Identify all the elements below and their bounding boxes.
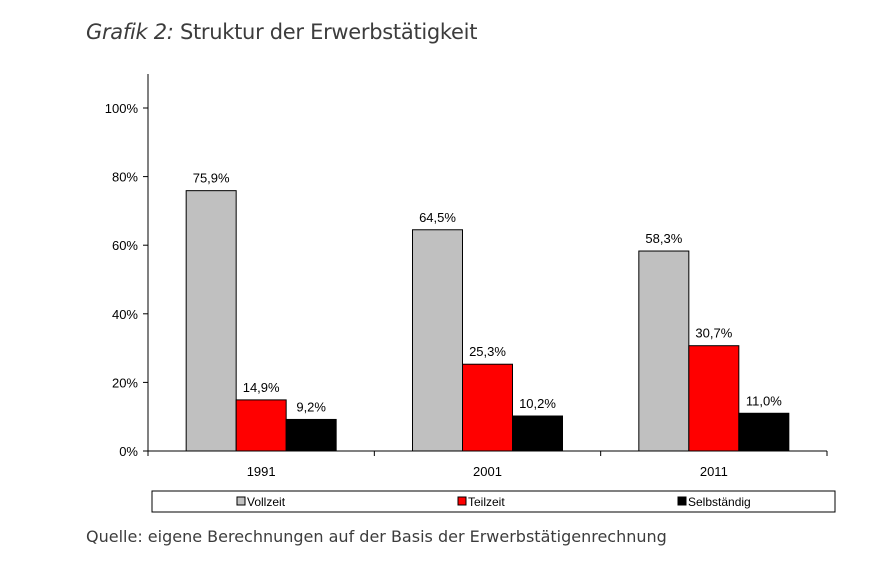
chart-legend: Vollzeit Teilzeit Selbständig [151, 490, 836, 513]
chart-title-prefix: Grafik 2: [86, 20, 174, 44]
data-label: 11,0% [746, 393, 782, 408]
data-label: 25,3% [469, 344, 506, 359]
source-note: Quelle: eigene Berechnungen auf der Basi… [86, 527, 667, 546]
chart-title-main: Struktur der Erwerbstätigkeit [173, 20, 478, 44]
x-tick-label: 2011 [700, 464, 728, 479]
chart-title: Grafik 2: Struktur der Erwerbstätigkeit [86, 20, 477, 44]
y-tick-label: 80% [112, 170, 138, 185]
y-tick-label: 40% [112, 307, 138, 322]
bar-vollzeit [185, 190, 237, 452]
x-tick-label: 2001 [473, 464, 502, 479]
data-label: 75,9% [193, 171, 230, 186]
legend-label-teilzeit: Teilzeit [468, 495, 505, 509]
y-tick-label: 0% [119, 444, 138, 459]
data-label: 14,9% [243, 380, 280, 395]
data-label: 30,7% [695, 326, 732, 341]
data-label: 64,5% [419, 210, 456, 225]
bar-teilzeit [462, 363, 513, 452]
x-tick-label: 1991 [247, 464, 276, 479]
y-tick-label: 60% [112, 238, 138, 253]
bar-vollzeit [638, 250, 690, 452]
bar-teilzeit [235, 399, 287, 452]
bar-vollzeit [412, 229, 463, 452]
chart-bars: 75,9% 14,9% 9,2% 64,5% 25,3% 10,2% 58,3% 30,7% 1… [185, 171, 790, 452]
bar-selbständig [512, 415, 563, 452]
bar-selbständig [285, 418, 337, 452]
legend-label-selbständig: Selbständig [688, 495, 751, 509]
legend-box [151, 490, 836, 513]
legend-swatch-vollzeit [236, 496, 246, 506]
data-label: 10,2% [519, 396, 556, 411]
legend-swatch-teilzeit [457, 496, 467, 506]
bar-teilzeit [688, 345, 740, 452]
bar-selbständig [738, 412, 790, 452]
y-tick-label: 20% [112, 375, 138, 390]
data-label: 9,2% [296, 399, 326, 414]
y-tick-label: 100% [105, 101, 139, 116]
data-label: 58,3% [645, 231, 682, 246]
legend-label-vollzeit: Vollzeit [247, 495, 286, 509]
legend-swatch-selbständig [677, 496, 687, 506]
